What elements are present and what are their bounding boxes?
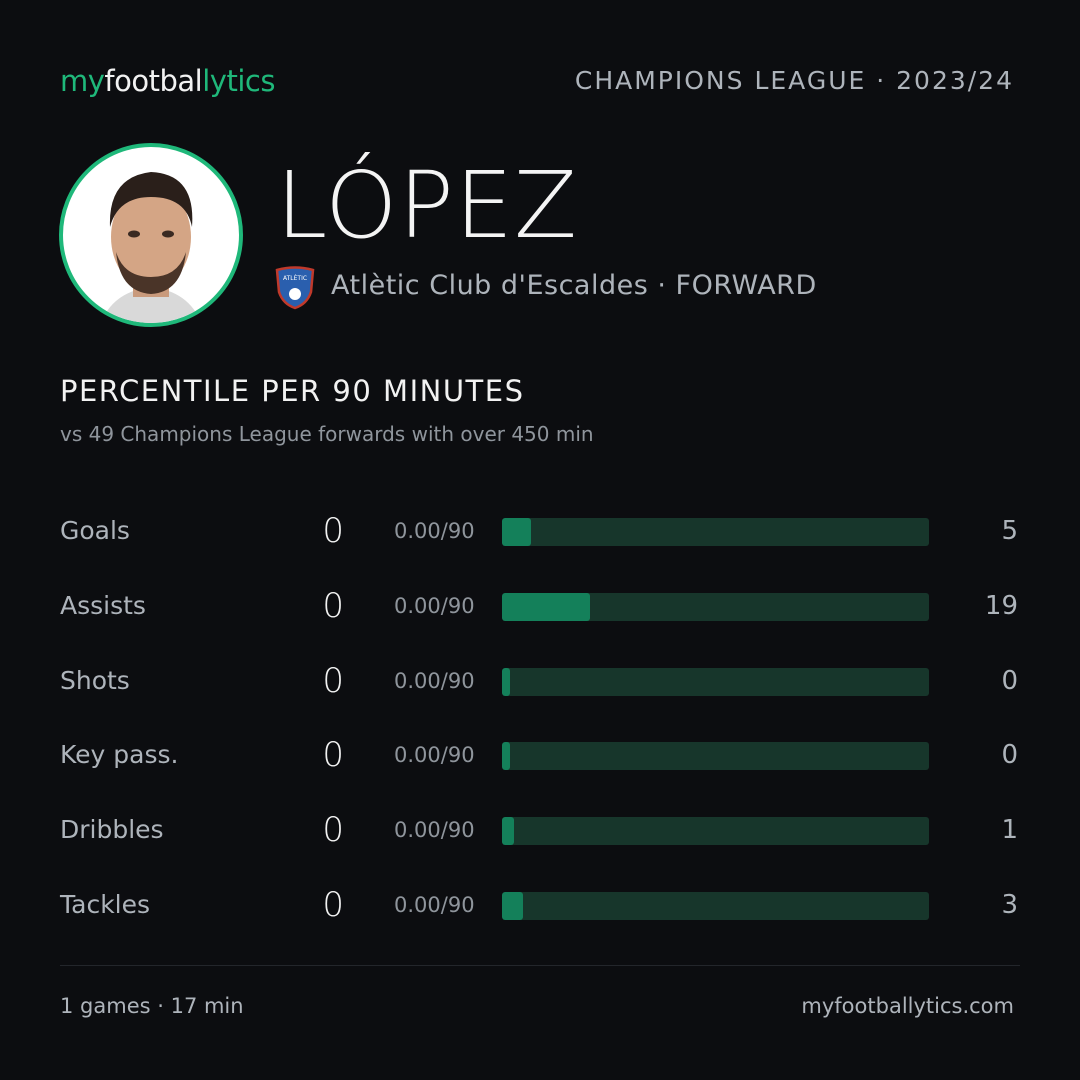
brand-part: lytics [202, 64, 275, 98]
bar-fill [502, 742, 510, 771]
badge-text: ATLÈTIC [283, 274, 307, 282]
stat-label: Goals [60, 516, 130, 545]
stat-value: 0 [322, 735, 344, 776]
stat-percentile: 0 [1001, 740, 1018, 771]
stat-value: 0 [322, 660, 344, 701]
stat-value: 0 [322, 585, 344, 626]
stat-rate: 0.00/90 [394, 593, 475, 618]
bar-track [502, 742, 929, 771]
player-photo [59, 143, 243, 327]
club-position: Atlètic Club d'Escaldes · FORWARD [331, 270, 817, 301]
divider [60, 965, 1020, 966]
stat-label: Dribbles [60, 815, 164, 845]
stat-label: Key pass. [60, 740, 179, 770]
stat-rate: 0.00/90 [394, 519, 475, 543]
stat-percentile: 5 [1001, 516, 1018, 546]
stat-rate: 0.00/90 [394, 743, 475, 768]
competition: CHAMPIONS LEAGUE · 2023/24 [574, 66, 1014, 95]
section-title: PERCENTILE PER 90 MINUTES [60, 374, 525, 408]
player-name: LÓPEZ [276, 152, 579, 259]
bar-fill [502, 592, 590, 621]
stat-label: Assists [60, 590, 146, 620]
brand-part: my [60, 64, 105, 98]
bar-fill [502, 892, 523, 920]
bar-fill [502, 518, 531, 546]
stat-value: 0 [322, 810, 344, 851]
footer-site: myfootballytics.com [801, 994, 1014, 1018]
stat-rate: 0.00/90 [394, 818, 475, 843]
bar-track [502, 817, 929, 846]
stat-value: 0 [322, 885, 344, 925]
stat-rate: 0.00/90 [394, 668, 475, 693]
bar-track [502, 592, 929, 621]
stat-percentile: 1 [1001, 815, 1018, 846]
club-badge: ATLÈTIC [275, 266, 315, 310]
bar-track [502, 518, 929, 546]
bar-fill [502, 667, 510, 696]
stat-percentile: 3 [1001, 890, 1018, 920]
stat-label: Shots [60, 665, 130, 695]
brand-part: footbal [104, 64, 203, 98]
bar-track [502, 892, 929, 920]
footer-summary: 1 games · 17 min [60, 994, 244, 1018]
bar-fill [502, 817, 515, 846]
stat-rate: 0.00/90 [394, 893, 475, 917]
stat-percentile: 0 [1001, 665, 1018, 696]
stat-percentile: 19 [984, 590, 1018, 621]
brand: myfootballytics [60, 64, 275, 98]
bar-track [502, 667, 929, 696]
stat-value: 0 [322, 511, 344, 551]
section-subtitle: vs 49 Champions League forwards with ove… [60, 422, 594, 446]
stat-label: Tackles [60, 890, 151, 919]
